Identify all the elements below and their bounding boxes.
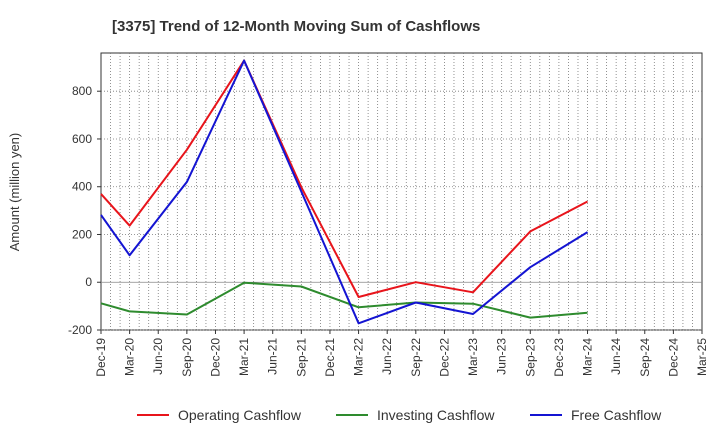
x-tick-label: Jun-22	[380, 338, 394, 375]
x-tick-label: Jun-23	[495, 338, 509, 375]
y-axis-label: Amount (million yen)	[7, 133, 22, 252]
y-axis-ticks: -200 0 200 400 600 800	[68, 84, 101, 337]
legend-label: Operating Cashflow	[178, 407, 302, 423]
y-tick-label: 800	[72, 84, 92, 98]
x-tick-label: Mar-25	[695, 338, 709, 376]
series-line-1	[100, 281, 588, 319]
x-tick-label: Mar-24	[581, 338, 595, 376]
x-tick-label: Dec-21	[323, 338, 337, 377]
series-lines	[100, 59, 589, 325]
x-tick-label: Mar-21	[237, 338, 251, 376]
series-line-2	[100, 59, 589, 325]
y-tick-label: 400	[72, 180, 92, 194]
y-tick-label: -200	[68, 323, 92, 337]
y-tick-label: 200	[72, 227, 92, 241]
x-tick-label: Dec-20	[208, 338, 222, 377]
x-tick-label: Mar-23	[466, 338, 480, 376]
x-tick-label: Sep-22	[409, 338, 423, 377]
legend-label: Free Cashflow	[571, 407, 662, 423]
plot-frame	[100, 52, 703, 331]
x-tick-label: Dec-22	[437, 338, 451, 377]
x-tick-label: Sep-20	[180, 338, 194, 377]
x-tick-label: Dec-23	[552, 338, 566, 377]
x-tick-label: Mar-22	[352, 338, 366, 376]
x-tick-label: Jun-20	[151, 338, 165, 375]
legend: Operating Cashflow Investing Cashflow Free…	[137, 407, 662, 423]
x-tick-label: Dec-19	[94, 338, 108, 377]
x-tick-label: Jun-21	[266, 338, 280, 375]
series-line-0	[100, 59, 588, 298]
x-tick-label: Sep-24	[638, 338, 652, 377]
y-tick-label: 600	[72, 132, 92, 146]
y-tick-label: 0	[85, 275, 92, 289]
grid-lines	[100, 52, 703, 331]
x-tick-label: Jun-24	[609, 338, 623, 375]
x-axis-ticks: Dec-19 Mar-20 Jun-20 Sep-20 Dec-20 Mar-21 Jun-…	[94, 330, 709, 377]
x-tick-label: Sep-23	[523, 338, 537, 377]
x-tick-label: Sep-21	[294, 338, 308, 377]
x-tick-label: Mar-20	[123, 338, 137, 376]
x-tick-label: Dec-24	[666, 338, 680, 377]
chart-title: [3375] Trend of 12-Month Moving Sum of C…	[112, 18, 480, 35]
legend-label: Investing Cashflow	[377, 407, 495, 423]
